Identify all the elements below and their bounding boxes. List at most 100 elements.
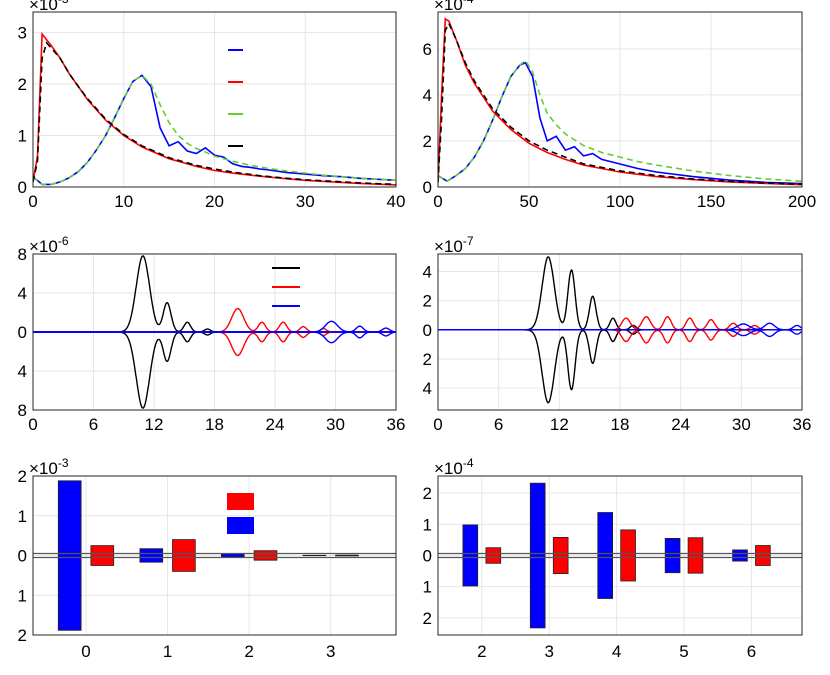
y-tick-label: 2 [18, 467, 27, 486]
y-tick-label: 8 [18, 401, 27, 420]
x-tick-label: 0 [433, 192, 442, 211]
x-tick-label: 30 [296, 192, 315, 211]
exponent-power: -4 [463, 456, 474, 470]
exponent-base: ×10 [29, 459, 58, 478]
plot-area [33, 255, 396, 409]
x-tick-label: 1 [163, 642, 172, 661]
series-black [438, 21, 802, 185]
bar-red-5 [687, 537, 704, 574]
plot-area [438, 17, 802, 186]
x-tick-label: 10 [114, 192, 133, 211]
axis-exponent: ×10-3 [29, 0, 69, 14]
exponent-power: -4 [463, 0, 474, 6]
y-tick-label: 2 [18, 626, 27, 645]
x-tick-label: 12 [550, 415, 569, 434]
series-black [33, 41, 396, 186]
legend [228, 49, 243, 147]
axis-exponent: ×10-3 [29, 456, 69, 478]
x-tick-label: 18 [611, 415, 630, 434]
legend [272, 267, 300, 307]
exponent-power: -3 [58, 0, 69, 6]
bar-red-2 [253, 550, 278, 561]
x-tick-label: 20 [205, 192, 224, 211]
exponent-base: ×10 [29, 0, 58, 14]
exponent-power: -3 [58, 456, 69, 470]
y-tick-label: 4 [18, 362, 27, 381]
y-tick-label: 3 [18, 24, 27, 43]
x-tick-label: 6 [89, 415, 98, 434]
y-tick-label: 1 [18, 127, 27, 146]
x-tick-label: 0 [28, 415, 37, 434]
bar-blue-4 [597, 512, 613, 599]
x-tick-label: 50 [520, 192, 539, 211]
bar-blue-2 [220, 553, 245, 558]
grid [437, 12, 803, 188]
panel-p1: 0 10 20 30 40 0 1 2 3×10-3 [18, 0, 406, 211]
y-tick-label: 0 [18, 323, 27, 342]
y-tick-label: 4 [423, 379, 432, 398]
series-blue [33, 74, 396, 186]
x-tick-label: 30 [732, 415, 751, 434]
x-tick-label: 2 [244, 642, 253, 661]
x-tick-label: 3 [544, 642, 553, 661]
x-tick-label: 100 [606, 192, 634, 211]
y-tick-label: 4 [423, 262, 432, 281]
y-tick-label: 2 [423, 350, 432, 369]
axis-exponent: ×10-4 [434, 456, 474, 478]
x-tick-label: 0 [81, 642, 90, 661]
exponent-base: ×10 [434, 459, 463, 478]
legend-swatch-blue [227, 517, 254, 534]
x-tick-label: 200 [788, 192, 816, 211]
x-tick-label: 4 [612, 642, 621, 661]
x-tick-label: 12 [145, 415, 164, 434]
x-tick-label: 36 [387, 415, 406, 434]
x-tick-label: 0 [28, 192, 37, 211]
y-tick-label: 0 [18, 547, 27, 566]
y-tick-label: 2 [423, 609, 432, 628]
y-tick-label: 0 [423, 178, 432, 197]
legend-swatch-red [227, 493, 254, 510]
y-tick-label: 1 [423, 578, 432, 597]
x-tick-label: 6 [747, 642, 756, 661]
y-tick-label: 0 [423, 321, 432, 340]
y-tick-label: 2 [423, 484, 432, 503]
x-tick-label: 5 [679, 642, 688, 661]
plot-area [33, 31, 396, 186]
bar-red-1 [172, 539, 196, 572]
x-tick-label: 6 [494, 415, 503, 434]
axis-exponent: ×10-4 [434, 0, 474, 14]
axes-frame [437, 11, 803, 188]
bar-red-2 [485, 547, 502, 564]
bar-blue-5 [664, 538, 681, 574]
axes-frame [32, 253, 397, 411]
x-tick-label: 18 [205, 415, 224, 434]
y-tick-label: 8 [18, 245, 27, 264]
bar-red-4 [620, 529, 636, 582]
axis-exponent: ×10-6 [29, 234, 69, 256]
bar-red-3 [335, 554, 359, 557]
x-tick-label: 150 [697, 192, 725, 211]
x-tick-label: 2 [477, 642, 486, 661]
x-tick-label: 36 [793, 415, 812, 434]
axes-frame [437, 475, 803, 636]
y-tick-label: 6 [423, 40, 432, 59]
x-tick-label: 0 [433, 415, 442, 434]
series-green [33, 74, 396, 186]
y-tick-label: 4 [18, 284, 27, 303]
exponent-base: ×10 [434, 237, 463, 256]
bar-blue-0 [57, 480, 82, 631]
x-tick-label: 30 [326, 415, 345, 434]
plot-area [438, 256, 802, 404]
y-tick-label: 2 [18, 75, 27, 94]
bar-red-3 [552, 537, 569, 575]
axes-frame [32, 11, 397, 188]
y-tick-label: 2 [423, 132, 432, 151]
legend [227, 493, 254, 534]
plot-area [438, 482, 802, 629]
exponent-power: -6 [58, 234, 69, 248]
x-tick-label: 24 [671, 415, 690, 434]
